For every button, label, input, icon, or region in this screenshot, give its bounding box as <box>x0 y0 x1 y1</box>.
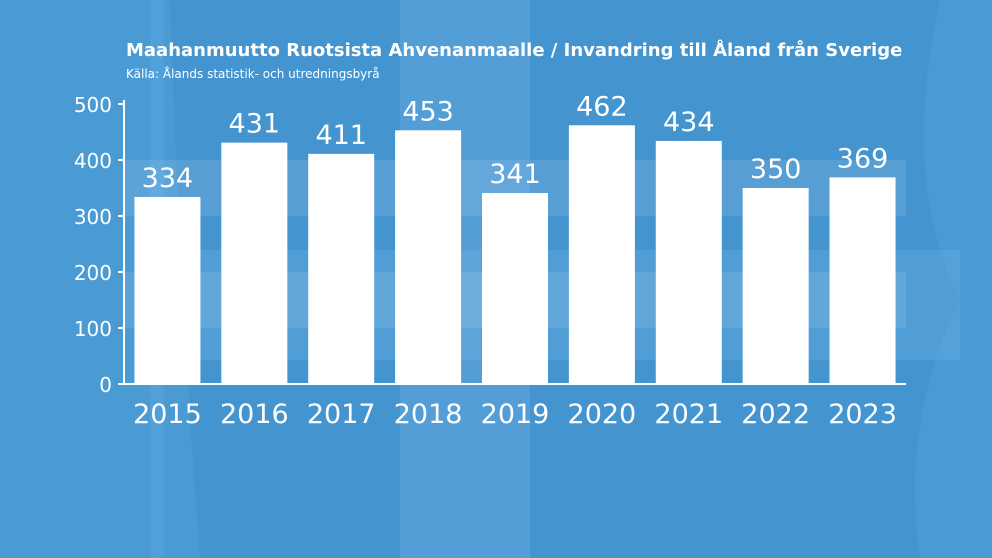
chart-title: Maahanmuutto Ruotsista Ahvenanmaalle / I… <box>126 40 903 61</box>
data-label-2018: 453 <box>402 96 454 127</box>
x-tick-label-2022: 2022 <box>741 399 810 430</box>
y-tick-label: 100 <box>74 317 112 341</box>
bar-2017 <box>308 153 375 384</box>
bar-2020 <box>568 125 635 384</box>
bar-2021 <box>655 140 722 384</box>
x-tick-label-2016: 2016 <box>220 399 289 430</box>
y-tick-label: 300 <box>74 205 112 229</box>
x-tick-label-2019: 2019 <box>481 399 550 430</box>
chart-subtitle: Källa: Ålands statistik- och utredningsb… <box>126 67 380 81</box>
y-tick-label: 500 <box>74 93 112 117</box>
y-tick-label: 400 <box>74 149 112 173</box>
x-tick-label-2015: 2015 <box>133 399 202 430</box>
bar-2022 <box>742 188 809 384</box>
x-tick-label-2018: 2018 <box>394 399 463 430</box>
data-label-2016: 431 <box>229 109 281 140</box>
bar-2023 <box>829 177 896 384</box>
bar-2018 <box>395 130 462 384</box>
x-tick-label-2017: 2017 <box>307 399 376 430</box>
x-tick-label-2023: 2023 <box>828 399 897 430</box>
y-tick-label: 0 <box>99 373 112 397</box>
data-label-2019: 341 <box>489 159 541 190</box>
bar-2016 <box>221 142 288 384</box>
data-label-2015: 334 <box>142 163 194 194</box>
bar-2019 <box>482 193 548 384</box>
data-label-2023: 369 <box>837 143 889 174</box>
x-tick-label-2020: 2020 <box>568 399 637 430</box>
data-label-2022: 350 <box>750 154 802 185</box>
data-label-2017: 411 <box>315 120 367 151</box>
data-label-2021: 434 <box>663 107 715 138</box>
data-label-2020: 462 <box>576 91 628 122</box>
bar-2015 <box>134 196 201 384</box>
x-tick-label-2021: 2021 <box>654 399 723 430</box>
y-tick-label: 200 <box>74 261 112 285</box>
